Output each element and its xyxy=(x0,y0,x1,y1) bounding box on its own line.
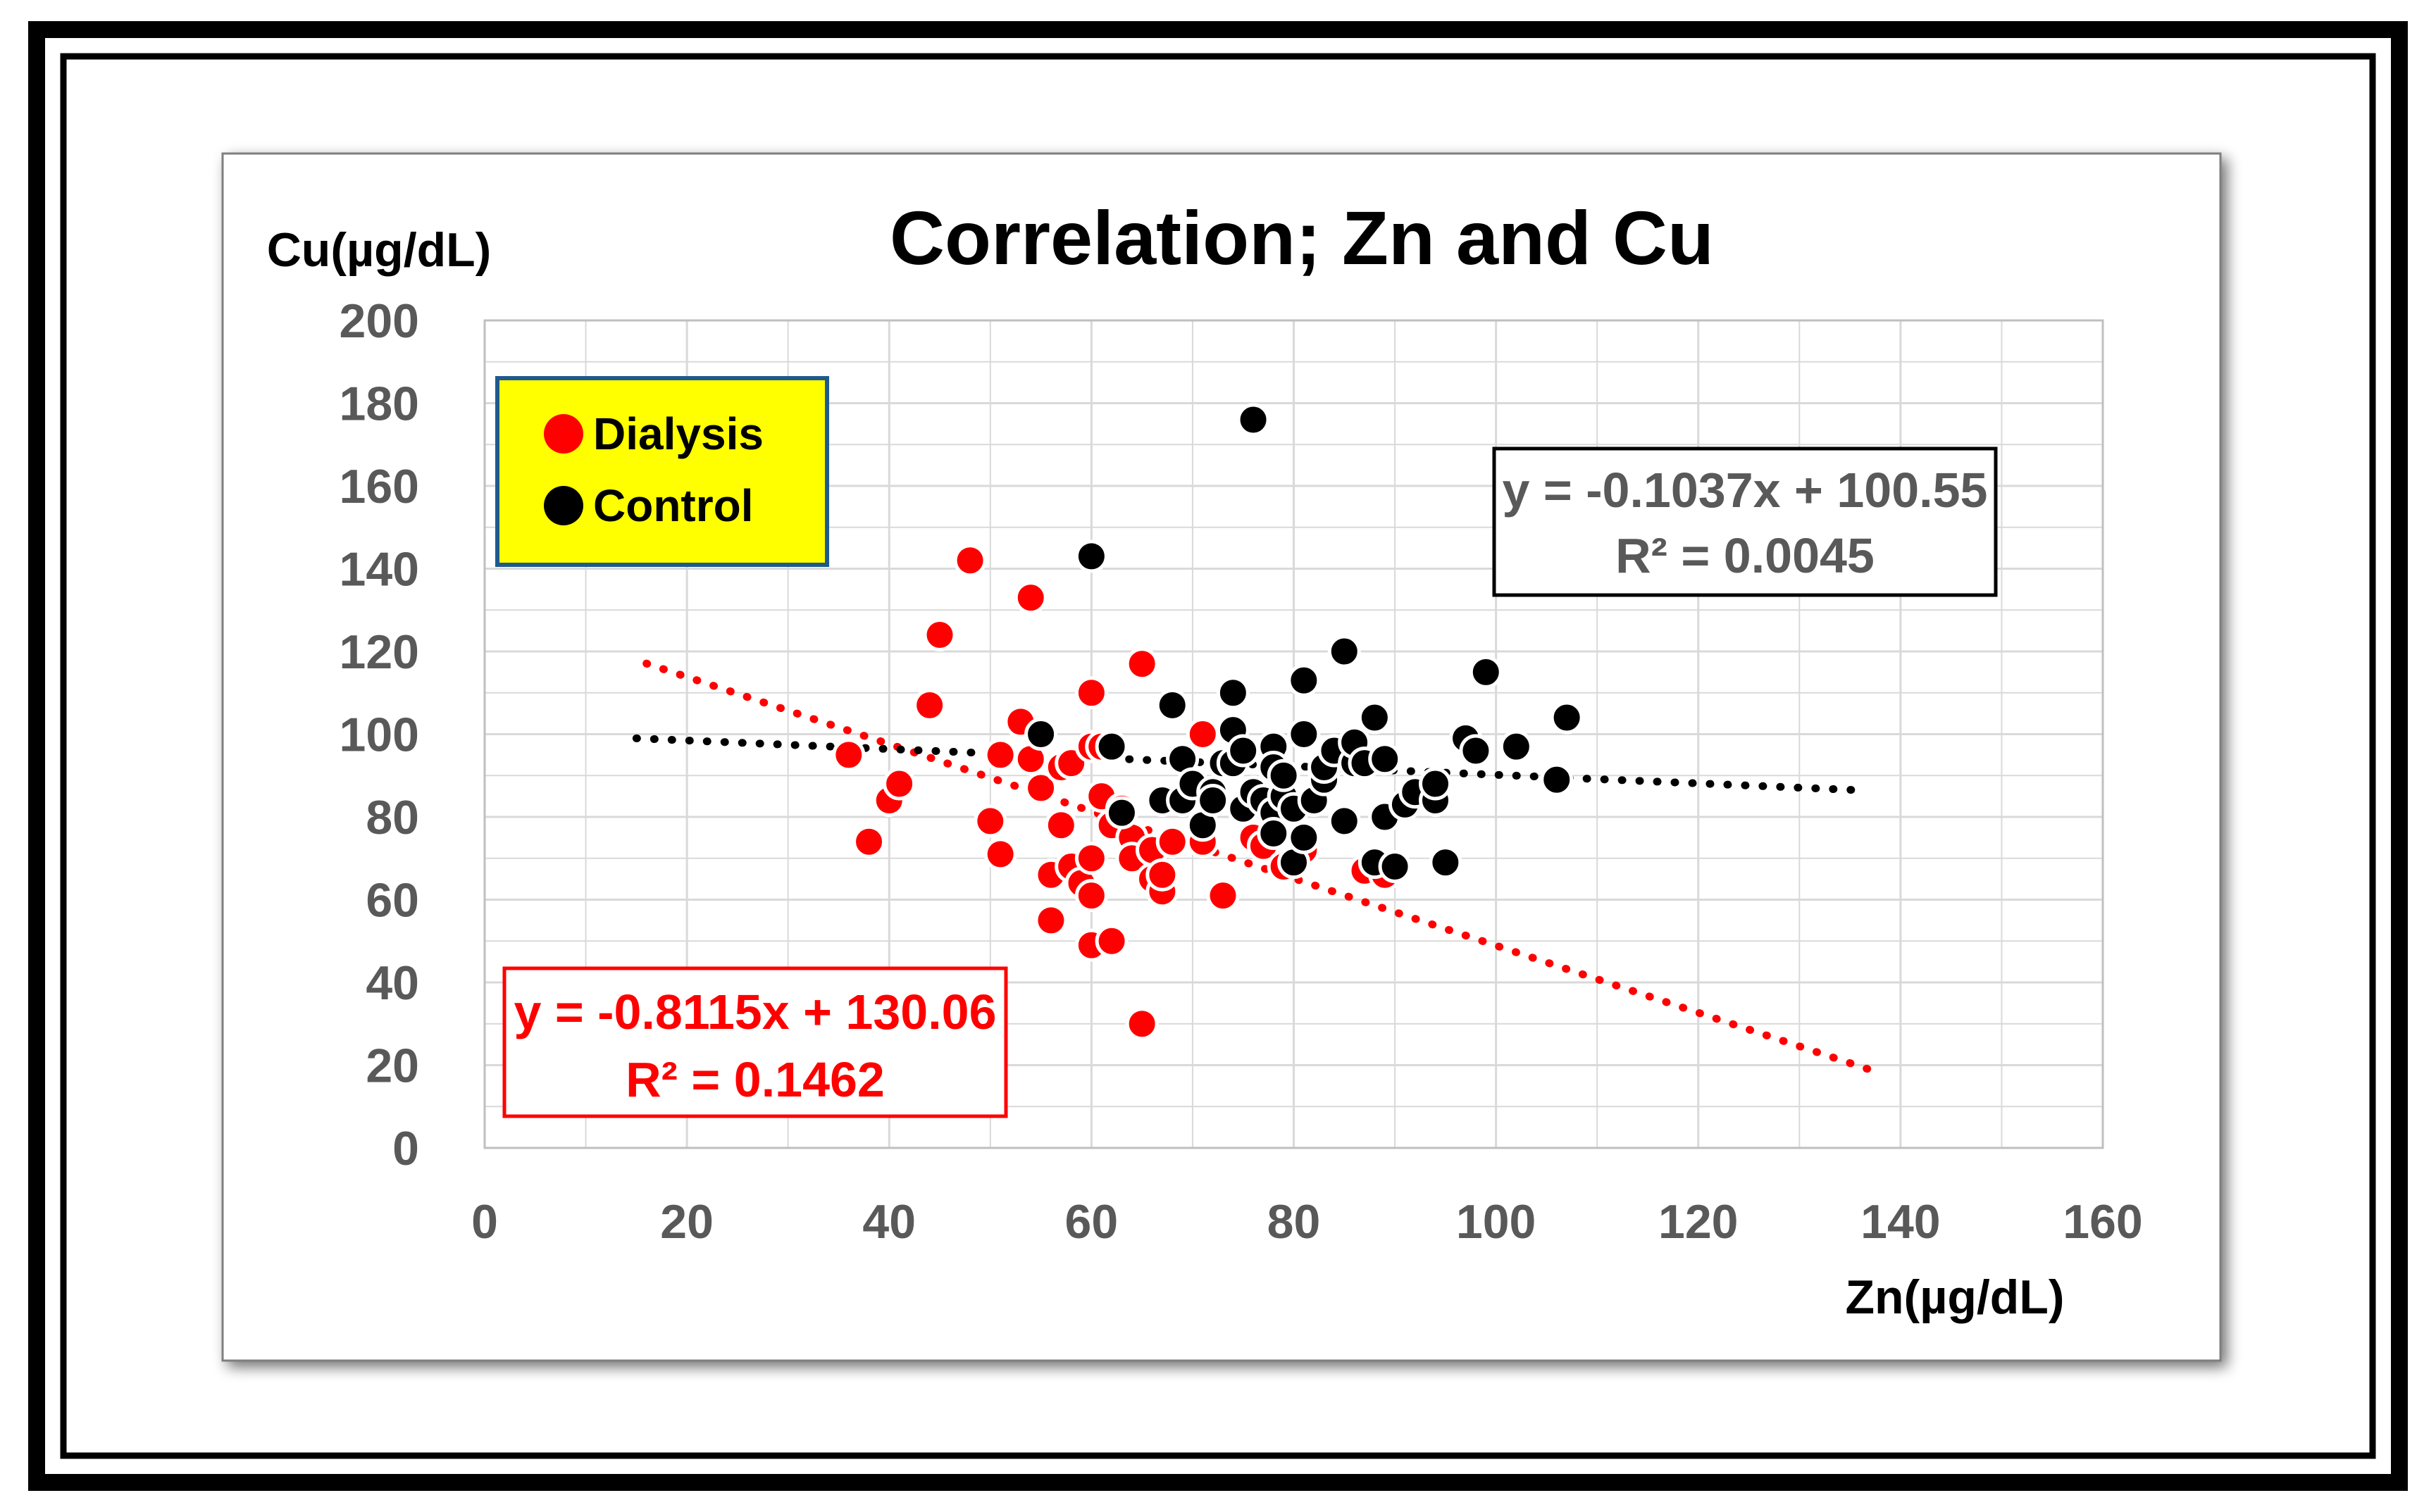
point-dialysis xyxy=(1125,647,1159,681)
x-tick-label: 100 xyxy=(1456,1195,1536,1249)
point-control xyxy=(1499,730,1533,763)
point-control xyxy=(1429,846,1462,880)
legend-label-dialysis: Dialysis xyxy=(593,408,764,459)
point-control xyxy=(1095,730,1129,763)
point-control xyxy=(1540,763,1574,796)
point-control xyxy=(1368,742,1402,776)
x-tick-label: 140 xyxy=(1860,1195,1940,1249)
control-r2: R² = 0.0045 xyxy=(1615,528,1875,583)
point-control xyxy=(1155,688,1189,722)
x-tick-label: 60 xyxy=(1065,1195,1119,1249)
y-tick-labels: 0 20 40 60 80 100 120 140 160 180 200 xyxy=(340,294,419,1175)
dialysis-equation-box: y = -0.8115x + 130.06 R² = 0.1462 xyxy=(502,966,1008,1118)
point-dialysis xyxy=(883,767,916,801)
y-tick-label: 40 xyxy=(366,956,419,1010)
y-tick-label: 60 xyxy=(366,874,419,927)
point-control xyxy=(1257,817,1291,850)
point-control xyxy=(1287,718,1321,751)
point-dialysis xyxy=(1044,808,1078,842)
point-control xyxy=(1074,539,1108,573)
point-control xyxy=(1418,767,1452,801)
y-tick-label: 80 xyxy=(366,791,419,844)
point-control xyxy=(1024,718,1058,751)
control-equation-frame xyxy=(1492,446,1998,597)
y-tick-label: 160 xyxy=(340,460,419,513)
point-dialysis xyxy=(852,825,886,858)
data-points xyxy=(832,403,1584,1041)
point-dialysis xyxy=(1074,842,1108,875)
y-tick-label: 200 xyxy=(340,294,419,348)
plot-frame xyxy=(483,319,2104,1149)
x-tick-label: 160 xyxy=(2063,1195,2142,1249)
y-tick-label: 0 xyxy=(392,1122,419,1175)
dialysis-equation-frame xyxy=(502,966,1008,1118)
y-tick-label: 140 xyxy=(340,543,419,596)
x-tick-label: 80 xyxy=(1267,1195,1321,1249)
point-dialysis xyxy=(953,544,987,577)
y-tick-label: 180 xyxy=(340,377,419,431)
point-control xyxy=(1236,403,1270,437)
y-tick-label: 120 xyxy=(340,625,419,679)
outer-border xyxy=(28,21,2408,1491)
y-tick-label: 20 xyxy=(366,1039,419,1093)
control-equation: y = -0.1037x + 100.55 xyxy=(1503,463,1988,518)
point-dialysis xyxy=(974,804,1007,838)
legend-marker-dialysis xyxy=(544,414,583,454)
point-control xyxy=(1357,701,1391,735)
x-axis-label: Zn(µg/dL) xyxy=(1845,1270,2064,1324)
y-axis-label: Cu(µg/dL) xyxy=(267,223,492,277)
point-control xyxy=(1105,796,1138,830)
legend-box xyxy=(495,376,829,567)
x-tick-label: 120 xyxy=(1658,1195,1738,1249)
point-dialysis xyxy=(1034,904,1068,937)
point-control xyxy=(1226,734,1260,768)
point-control xyxy=(1287,663,1321,697)
point-control xyxy=(1378,850,1412,883)
point-dialysis xyxy=(1145,858,1179,892)
point-control xyxy=(1469,655,1503,689)
point-control xyxy=(1459,734,1493,768)
legend-label-control: Control xyxy=(593,480,754,531)
control-equation-box: y = -0.1037x + 100.55 R² = 0.0045 xyxy=(1492,446,1998,597)
point-dialysis xyxy=(983,738,1017,772)
trendlines xyxy=(632,659,1884,1077)
point-dialysis xyxy=(1074,676,1108,710)
point-control xyxy=(1550,701,1584,735)
point-dialysis xyxy=(1074,879,1108,913)
point-dialysis xyxy=(1095,924,1129,958)
point-dialysis xyxy=(923,618,957,651)
trendline-control xyxy=(632,734,1864,794)
dialysis-equation: y = -0.8115x + 130.06 xyxy=(514,985,996,1039)
point-dialysis xyxy=(832,738,866,772)
x-tick-label: 40 xyxy=(862,1195,916,1249)
legend-marker-control xyxy=(544,486,583,525)
point-dialysis xyxy=(1206,879,1240,913)
chart-title: Correlation; Zn and Cu xyxy=(890,195,1714,280)
trendline-dialysis xyxy=(642,659,1884,1077)
y-tick-label: 100 xyxy=(340,708,419,762)
point-control xyxy=(1327,804,1361,838)
point-dialysis xyxy=(1024,771,1058,805)
point-control xyxy=(1287,820,1321,854)
legend: Dialysis Control xyxy=(495,376,829,567)
point-dialysis xyxy=(1125,1007,1159,1041)
point-dialysis xyxy=(1014,581,1048,615)
x-tick-labels: 0 20 40 60 80 100 120 140 160 xyxy=(471,1195,2143,1249)
point-dialysis xyxy=(983,837,1017,871)
point-dialysis xyxy=(1186,718,1219,751)
x-tick-label: 0 xyxy=(471,1195,498,1249)
point-control xyxy=(1327,635,1361,668)
point-dialysis xyxy=(1155,825,1189,858)
point-dialysis xyxy=(913,688,947,722)
point-control xyxy=(1196,784,1230,817)
inner-border xyxy=(60,53,2376,1459)
dialysis-r2: R² = 0.1462 xyxy=(626,1052,885,1107)
point-control xyxy=(1216,676,1250,710)
point-control xyxy=(1267,758,1300,792)
x-tick-label: 20 xyxy=(660,1195,714,1249)
